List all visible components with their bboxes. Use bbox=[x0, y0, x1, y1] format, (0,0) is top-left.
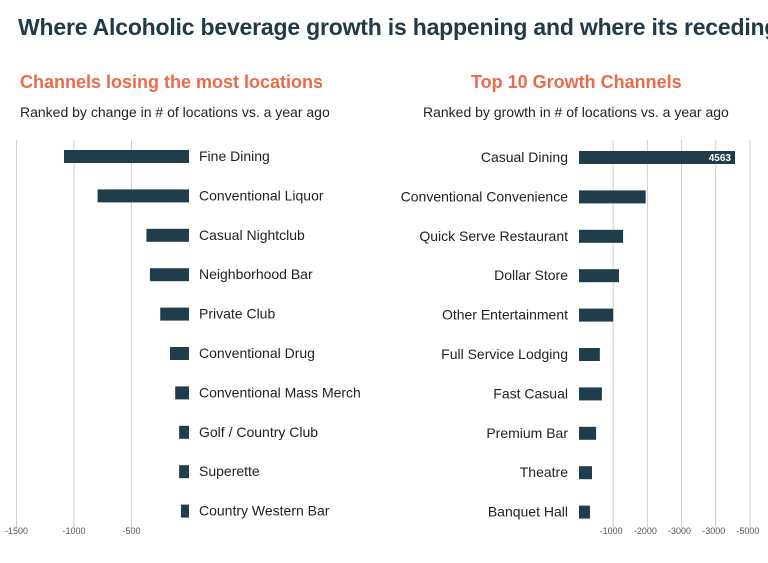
bar bbox=[97, 189, 189, 203]
bar bbox=[579, 466, 592, 480]
category-label: Other Entertainment bbox=[442, 307, 568, 323]
category-label: Casual Nightclub bbox=[199, 227, 305, 243]
x-tick-label: -1000 bbox=[600, 526, 623, 536]
left-chart-title: Channels losing the most locations bbox=[20, 72, 324, 92]
bar bbox=[175, 386, 189, 400]
x-tick-label: -1000 bbox=[62, 526, 85, 536]
data-label: -1087 bbox=[318, 152, 344, 163]
category-label: Superette bbox=[199, 463, 260, 479]
category-label: Full Service Lodging bbox=[441, 346, 568, 362]
category-label: Casual Dining bbox=[481, 149, 568, 165]
bar bbox=[579, 426, 597, 440]
bar bbox=[579, 269, 619, 283]
right-chart-subtitle: Ranked by growth in # of locations vs. a… bbox=[423, 104, 729, 120]
bar bbox=[146, 228, 189, 242]
category-label: Conventional Mass Merch bbox=[199, 384, 361, 400]
bar bbox=[170, 347, 189, 360]
x-tick-label: -5000 bbox=[736, 526, 759, 536]
category-label: Fine Dining bbox=[199, 148, 270, 164]
category-label: Quick Serve Restaurant bbox=[419, 228, 568, 244]
bar bbox=[579, 308, 614, 322]
bar bbox=[149, 268, 189, 282]
x-tick-label: -2000 bbox=[634, 526, 657, 536]
category-label: Banquet Hall bbox=[488, 504, 568, 520]
category-label: Dollar Store bbox=[494, 267, 568, 283]
x-tick-label: -3000 bbox=[702, 526, 725, 536]
bar bbox=[63, 150, 190, 163]
category-label: Golf / Country Club bbox=[199, 424, 318, 440]
bar bbox=[579, 505, 590, 519]
bar bbox=[179, 425, 189, 439]
bar bbox=[579, 348, 600, 361]
x-tick-label: -500 bbox=[122, 526, 140, 536]
bar bbox=[579, 151, 735, 164]
category-label: Fast Casual bbox=[493, 385, 568, 401]
category-label: Premium Bar bbox=[486, 425, 568, 441]
category-label: Country Western Bar bbox=[199, 503, 330, 519]
page-title: Where Alcoholic beverage growth is happe… bbox=[18, 14, 768, 40]
bar bbox=[579, 387, 602, 401]
category-label: Conventional Drug bbox=[199, 345, 315, 361]
x-tick-label: -3000 bbox=[668, 526, 691, 536]
right-chart-title: Top 10 Growth Channels bbox=[471, 72, 682, 92]
category-label: Conventional Liquor bbox=[199, 187, 324, 203]
bar bbox=[160, 307, 189, 321]
x-tick-label: -1500 bbox=[5, 526, 28, 536]
bar bbox=[180, 504, 189, 518]
bar bbox=[179, 465, 189, 479]
bar bbox=[579, 229, 624, 243]
data-label: 4563 bbox=[709, 153, 732, 164]
category-label: Private Club bbox=[199, 306, 275, 322]
bar bbox=[579, 190, 646, 204]
category-label: Theatre bbox=[520, 464, 568, 480]
category-label: Conventional Convenience bbox=[401, 188, 569, 204]
category-label: Neighborhood Bar bbox=[199, 266, 313, 282]
left-chart-subtitle: Ranked by change in # of locations vs. a… bbox=[20, 104, 330, 120]
